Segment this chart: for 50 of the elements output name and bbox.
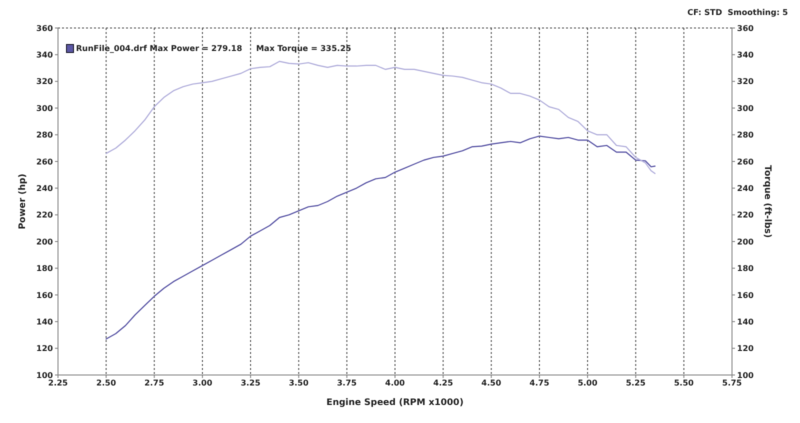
y2-tick-label: 140 xyxy=(737,317,754,326)
x-tick-label: 5.00 xyxy=(578,378,598,388)
y-tick-label: 100 xyxy=(36,370,54,380)
y2-tick-label: 360 xyxy=(737,24,754,33)
y-tick-label: 220 xyxy=(36,210,54,220)
y-tick-label: 340 xyxy=(36,50,54,60)
y2-axis-title: Torque (ft-lbs) xyxy=(762,165,772,238)
x-tick-label: 4.00 xyxy=(385,378,406,388)
annotation: RunFile_004.drf Max Power = 279.18 Max Torque = 335.25 xyxy=(76,44,352,53)
y2-tick-label: 100 xyxy=(737,370,754,380)
y-tick-label: 260 xyxy=(36,157,54,166)
x-tick-label: 4.25 xyxy=(433,378,454,388)
x-tick-label: 3.50 xyxy=(288,378,310,388)
y-tick-label: 300 xyxy=(36,104,54,113)
y2-tick-label: 320 xyxy=(737,77,754,86)
y-tick-label: 280 xyxy=(36,130,54,140)
x-tick-label: 3.75 xyxy=(336,378,358,388)
x-tick-label: 2.25 xyxy=(48,378,68,388)
y2-tick-label: 200 xyxy=(737,237,754,246)
y2-tick-label: 260 xyxy=(737,157,754,166)
line-series xyxy=(106,60,656,174)
y-tick-label: 120 xyxy=(36,344,54,354)
y-tick-label: 180 xyxy=(36,264,54,274)
x-tick-label: 2.75 xyxy=(144,378,165,388)
x-tick-label: 3.25 xyxy=(240,378,261,388)
text: CF: STD Smoothing: 5 xyxy=(687,8,788,17)
y-axis-title: Power (hp) xyxy=(18,174,28,230)
y2-tick-label: 220 xyxy=(737,210,754,220)
y2-tick-label: 240 xyxy=(737,184,754,193)
y-tick-label: 140 xyxy=(36,317,54,326)
y2-tick-label: 160 xyxy=(737,290,754,300)
line-series xyxy=(106,136,656,340)
y2-tick-label: 280 xyxy=(737,130,754,140)
y2-tick-label: 340 xyxy=(737,50,754,60)
x-tick-label: 5.50 xyxy=(674,378,694,388)
y-tick-label: 160 xyxy=(36,290,54,300)
x-tick-label: 5.25 xyxy=(626,378,646,388)
y-tick-label: 200 xyxy=(36,237,54,246)
y-tick-label: 360 xyxy=(36,24,54,33)
y-tick-label: 240 xyxy=(36,184,54,193)
y2-tick-label: 180 xyxy=(737,264,754,274)
x-tick-label: 5.75 xyxy=(722,378,742,388)
x-tick-label: 4.50 xyxy=(481,378,502,388)
y2-tick-label: 300 xyxy=(737,104,754,113)
x-axis-title: Engine Speed (RPM x1000) xyxy=(326,398,464,408)
x-tick-label: 2.50 xyxy=(96,378,116,388)
y2-tick-label: 120 xyxy=(737,344,754,354)
x-tick-label: 3.00 xyxy=(192,378,213,388)
y-tick-label: 320 xyxy=(36,77,54,86)
x-tick-label: 4.75 xyxy=(530,378,550,388)
